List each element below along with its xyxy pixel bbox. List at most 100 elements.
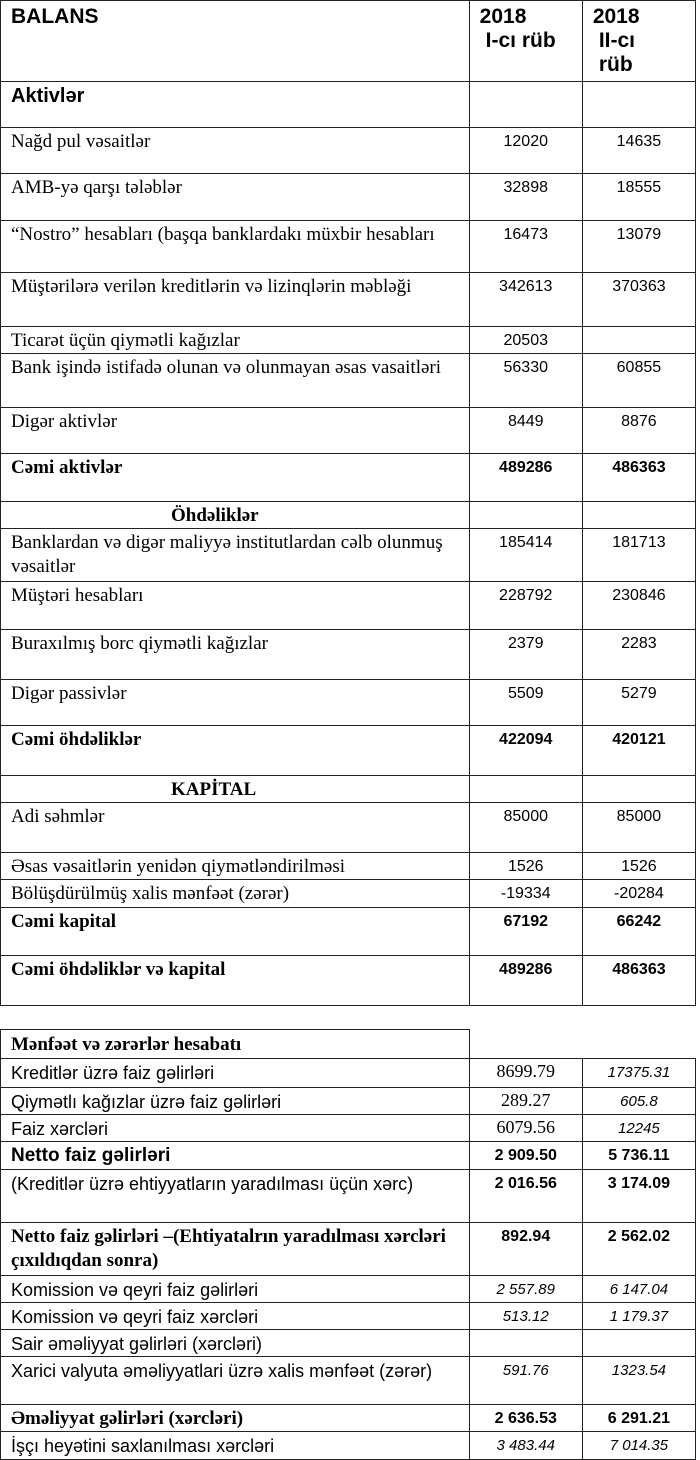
q2-value: 8876 xyxy=(581,407,697,454)
q2-value: 1526 xyxy=(581,852,697,880)
q2-value: 14635 xyxy=(581,127,697,174)
q2-value: 605.8 xyxy=(581,1087,697,1115)
q1-value: 85000 xyxy=(468,802,583,853)
q1-value: 489286 xyxy=(468,955,583,1006)
table-row: Adi səhmlər 85000 85000 xyxy=(0,802,697,853)
row-label: Xarici valyuta əməliyyatlari üzrə xalis … xyxy=(0,1356,470,1405)
table-row: Buraxılmış borc qiymətli kağızlar 2379 228… xyxy=(0,629,697,680)
q2-value: 60855 xyxy=(581,353,697,408)
table-row: Netto faiz gəlirləri –(Ehtiyatalrın yara… xyxy=(0,1222,697,1276)
row-label: Cəmi kapital xyxy=(0,907,470,956)
q1-value: 3 483.44 xyxy=(468,1431,583,1460)
q2-value: 5 736.11 xyxy=(581,1141,697,1170)
table-row: Cəmi öhdəliklər 422094 420121 xyxy=(0,725,697,776)
row-label: Müştərilərə verilən kreditlərin və lizin… xyxy=(0,272,470,327)
q2-value: 12245 xyxy=(581,1114,697,1142)
q1-value: 892.94 xyxy=(468,1222,583,1276)
q1-value: 289.27 xyxy=(468,1087,583,1115)
q1-value: 185414 xyxy=(468,528,583,582)
balance-table: BALANS 2018 I-cı rüb 2018 II-cı rüb Akti… xyxy=(0,0,697,1006)
q2-value: 17375.31 xyxy=(581,1058,697,1088)
row-label: Müştəri hesabları xyxy=(0,581,470,630)
q1-value: 2 636.53 xyxy=(468,1404,583,1432)
q2-value: 486363 xyxy=(581,453,697,502)
row-label: Öhdəliklər xyxy=(0,501,470,529)
col1-quarter: I-cı rüb xyxy=(485,29,556,52)
q2-value: 486363 xyxy=(581,955,697,1006)
col2-header: 2018 II-cı rüb xyxy=(581,0,697,82)
row-label: Netto faiz gəlirləri xyxy=(0,1141,470,1170)
table-row: “Nostro” hesabları (başqa banklardakı mü… xyxy=(0,220,697,273)
table-row: Müştəri hesabları 228792 230846 xyxy=(0,581,697,630)
q1-value: 5509 xyxy=(468,679,583,726)
table-row: Xarici valyuta əməliyyatlari üzrə xalis … xyxy=(0,1356,697,1405)
row-label: Cəmi aktivlər xyxy=(0,453,470,502)
table-row: Sair əməliyyat gəlirləri (xərcləri) xyxy=(0,1329,697,1357)
table-row: Bank işində istifadə olunan və olunmayan… xyxy=(0,353,697,408)
row-label: Əməliyyat gəlirləri (xərcləri) xyxy=(0,1404,470,1432)
table-row: Netto faiz gəlirləri 2 909.50 5 736.11 xyxy=(0,1141,697,1170)
q2-value: 1323.54 xyxy=(581,1356,697,1405)
table-row: Digər aktivlər 8449 8876 xyxy=(0,407,697,454)
q2-value: 1 179.37 xyxy=(581,1302,697,1330)
col1-year: 2018 xyxy=(479,5,527,28)
row-label: Faiz xərcləri xyxy=(0,1114,470,1142)
q1-value: 2379 xyxy=(468,629,583,680)
q1-value: 8449 xyxy=(468,407,583,454)
q1-value: 12020 xyxy=(468,127,583,174)
q1-value: 1526 xyxy=(468,852,583,880)
table-row: Əsas vəsaitlərin yenidən qiymətləndirilm… xyxy=(0,852,697,880)
row-label: Sair əməliyyat gəlirləri (xərcləri) xyxy=(0,1329,470,1357)
q1-value xyxy=(468,81,583,128)
q2-value xyxy=(581,81,697,128)
q1-value: 67192 xyxy=(468,907,583,956)
q1-value: 591.76 xyxy=(468,1356,583,1405)
q1-value xyxy=(468,775,583,803)
table-row: Kreditlər üzrə faiz gəlirləri 8699.79 1737… xyxy=(0,1058,697,1088)
row-label: Cəmi öhdəliklər və kapital xyxy=(0,955,470,1006)
table-row: Cəmi öhdəliklər və kapital 489286 486363 xyxy=(0,955,697,1006)
table-row: (Kreditlər üzrə ehtiyyatların yaradılmas… xyxy=(0,1169,697,1223)
q2-value: 370363 xyxy=(581,272,697,327)
q1-value: 342613 xyxy=(468,272,583,327)
table-row: Aktivlər xyxy=(0,81,697,128)
income-statement-table: Mənfəət və zərərlər hesabatı Kreditlər ü… xyxy=(0,1029,697,1460)
q1-value: 32898 xyxy=(468,173,583,221)
q1-value xyxy=(468,1329,583,1357)
q2-value: 181713 xyxy=(581,528,697,582)
income-title: Mənfəət və zərərlər hesabatı xyxy=(0,1029,470,1059)
q1-value: 56330 xyxy=(468,353,583,408)
q2-value: 2 562.02 xyxy=(581,1222,697,1276)
balance-title: BALANS xyxy=(0,0,470,82)
row-label: “Nostro” hesabları (başqa banklardakı mü… xyxy=(0,220,470,273)
row-label: Adi səhmlər xyxy=(0,802,470,853)
table-row: Ticarət üçün qiymətli kağızlar 20503 xyxy=(0,326,697,354)
q2-value xyxy=(581,501,697,529)
q2-value: 5279 xyxy=(581,679,697,726)
q1-value: -19334 xyxy=(468,879,583,908)
row-label: Netto faiz gəlirləri –(Ehtiyatalrın yara… xyxy=(0,1222,470,1276)
q2-value xyxy=(581,1329,697,1357)
table-row: Cəmi kapital 67192 66242 xyxy=(0,907,697,956)
header-row: BALANS 2018 I-cı rüb 2018 II-cı rüb xyxy=(0,0,697,82)
row-label: Aktivlər xyxy=(0,81,470,128)
row-label: İşçı heyətini saxlanılması xərcləri xyxy=(0,1431,470,1460)
q1-value: 422094 xyxy=(468,725,583,776)
table-row: Komission və qeyri faiz gəlirləri 2 557.8… xyxy=(0,1275,697,1303)
row-label: Nağd pul vəsaitlər xyxy=(0,127,470,174)
q2-value: -20284 xyxy=(581,879,697,908)
table-row: İşçı heyətini saxlanılması xərcləri 3 483… xyxy=(0,1431,697,1460)
q2-value: 66242 xyxy=(581,907,697,956)
table-row: Əməliyyat gəlirləri (xərcləri) 2 636.53 6 … xyxy=(0,1404,697,1432)
table-row: Komission və qeyri faiz xərcləri 513.12 1 … xyxy=(0,1302,697,1330)
table-row: KAPİTAL xyxy=(0,775,697,803)
q2-value: 2283 xyxy=(581,629,697,680)
q2-value: 6 147.04 xyxy=(581,1275,697,1303)
table-row: Nağd pul vəsaitlər 12020 14635 xyxy=(0,127,697,174)
table-row: Öhdəliklər xyxy=(0,501,697,529)
row-label: Qiymətlı kağızlar üzrə faiz gəlirləri xyxy=(0,1087,470,1115)
row-label: Digər passivlər xyxy=(0,679,470,726)
col2-quarter: II-cı rüb xyxy=(598,29,636,76)
row-label: Kreditlər üzrə faiz gəlirləri xyxy=(0,1058,470,1088)
row-label: Komission və qeyri faiz gəlirləri xyxy=(0,1275,470,1303)
